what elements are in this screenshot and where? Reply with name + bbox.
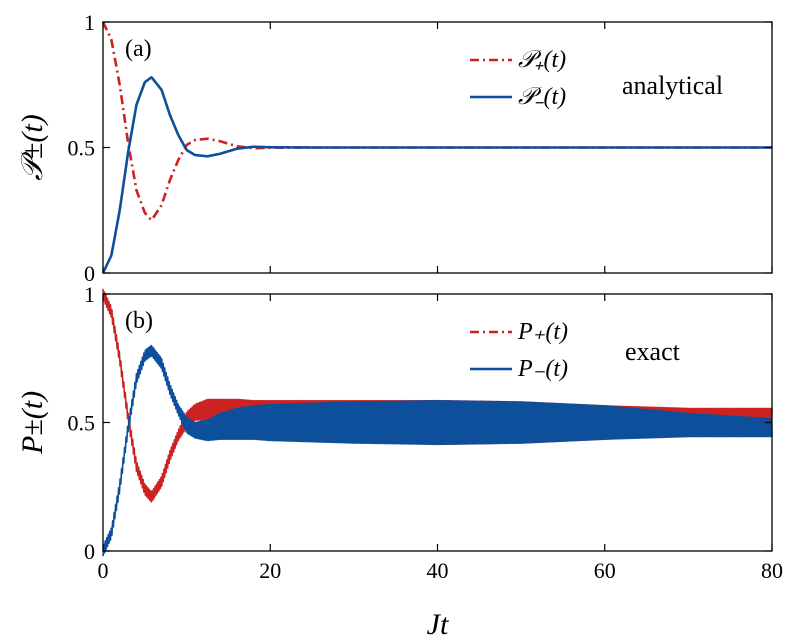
y-tick-label: 0	[84, 539, 95, 564]
y-tick-label: 0.5	[68, 411, 96, 436]
y-axis-label: 𝒫±(t)	[16, 114, 49, 180]
legend-entry-plus: P₊(t)	[517, 319, 568, 345]
plot-area	[102, 288, 773, 557]
method-annotation: exact	[625, 337, 681, 366]
y-axis-label: P±(t)	[16, 391, 49, 455]
y-tick-label: 1	[84, 282, 95, 307]
x-tick-label: 40	[427, 558, 449, 583]
method-annotation: analytical	[622, 71, 723, 100]
panel-label: (b)	[125, 308, 153, 334]
panel-a: 0 0.5 1 𝒫±(t) (a) 𝒫₊(t) 𝒫₋(t) analytical	[16, 10, 773, 286]
legend-entry-minus: 𝒫₋(t)	[518, 84, 566, 110]
series-line-plus	[102, 288, 773, 503]
y-tick-label: 1	[84, 10, 95, 35]
plot-area	[101, 21, 773, 274]
legend-entry-minus: P₋(t)	[517, 356, 568, 382]
legend-entry-plus: 𝒫₊(t)	[518, 47, 566, 73]
series-line-minus	[101, 76, 773, 274]
x-tick-label: 0	[98, 558, 109, 583]
panel-label: (a)	[125, 36, 152, 62]
y-tick-label: 0.5	[68, 136, 96, 161]
x-tick-label: 80	[761, 558, 783, 583]
panel-b: 0 20 40 60 80 0 0.5 1 P±(t) Jt (b) P₊(t) P₋(t) exact	[16, 282, 783, 641]
x-tick-label: 20	[259, 558, 281, 583]
x-axis-label: Jt	[427, 608, 449, 641]
y-tick-label: 0	[84, 261, 95, 286]
x-tick-label: 60	[594, 558, 616, 583]
series-line-minus	[102, 344, 773, 557]
legend: P₊(t) P₋(t)	[470, 319, 568, 382]
legend: 𝒫₊(t) 𝒫₋(t)	[470, 47, 566, 110]
series-line-plus	[101, 21, 773, 222]
